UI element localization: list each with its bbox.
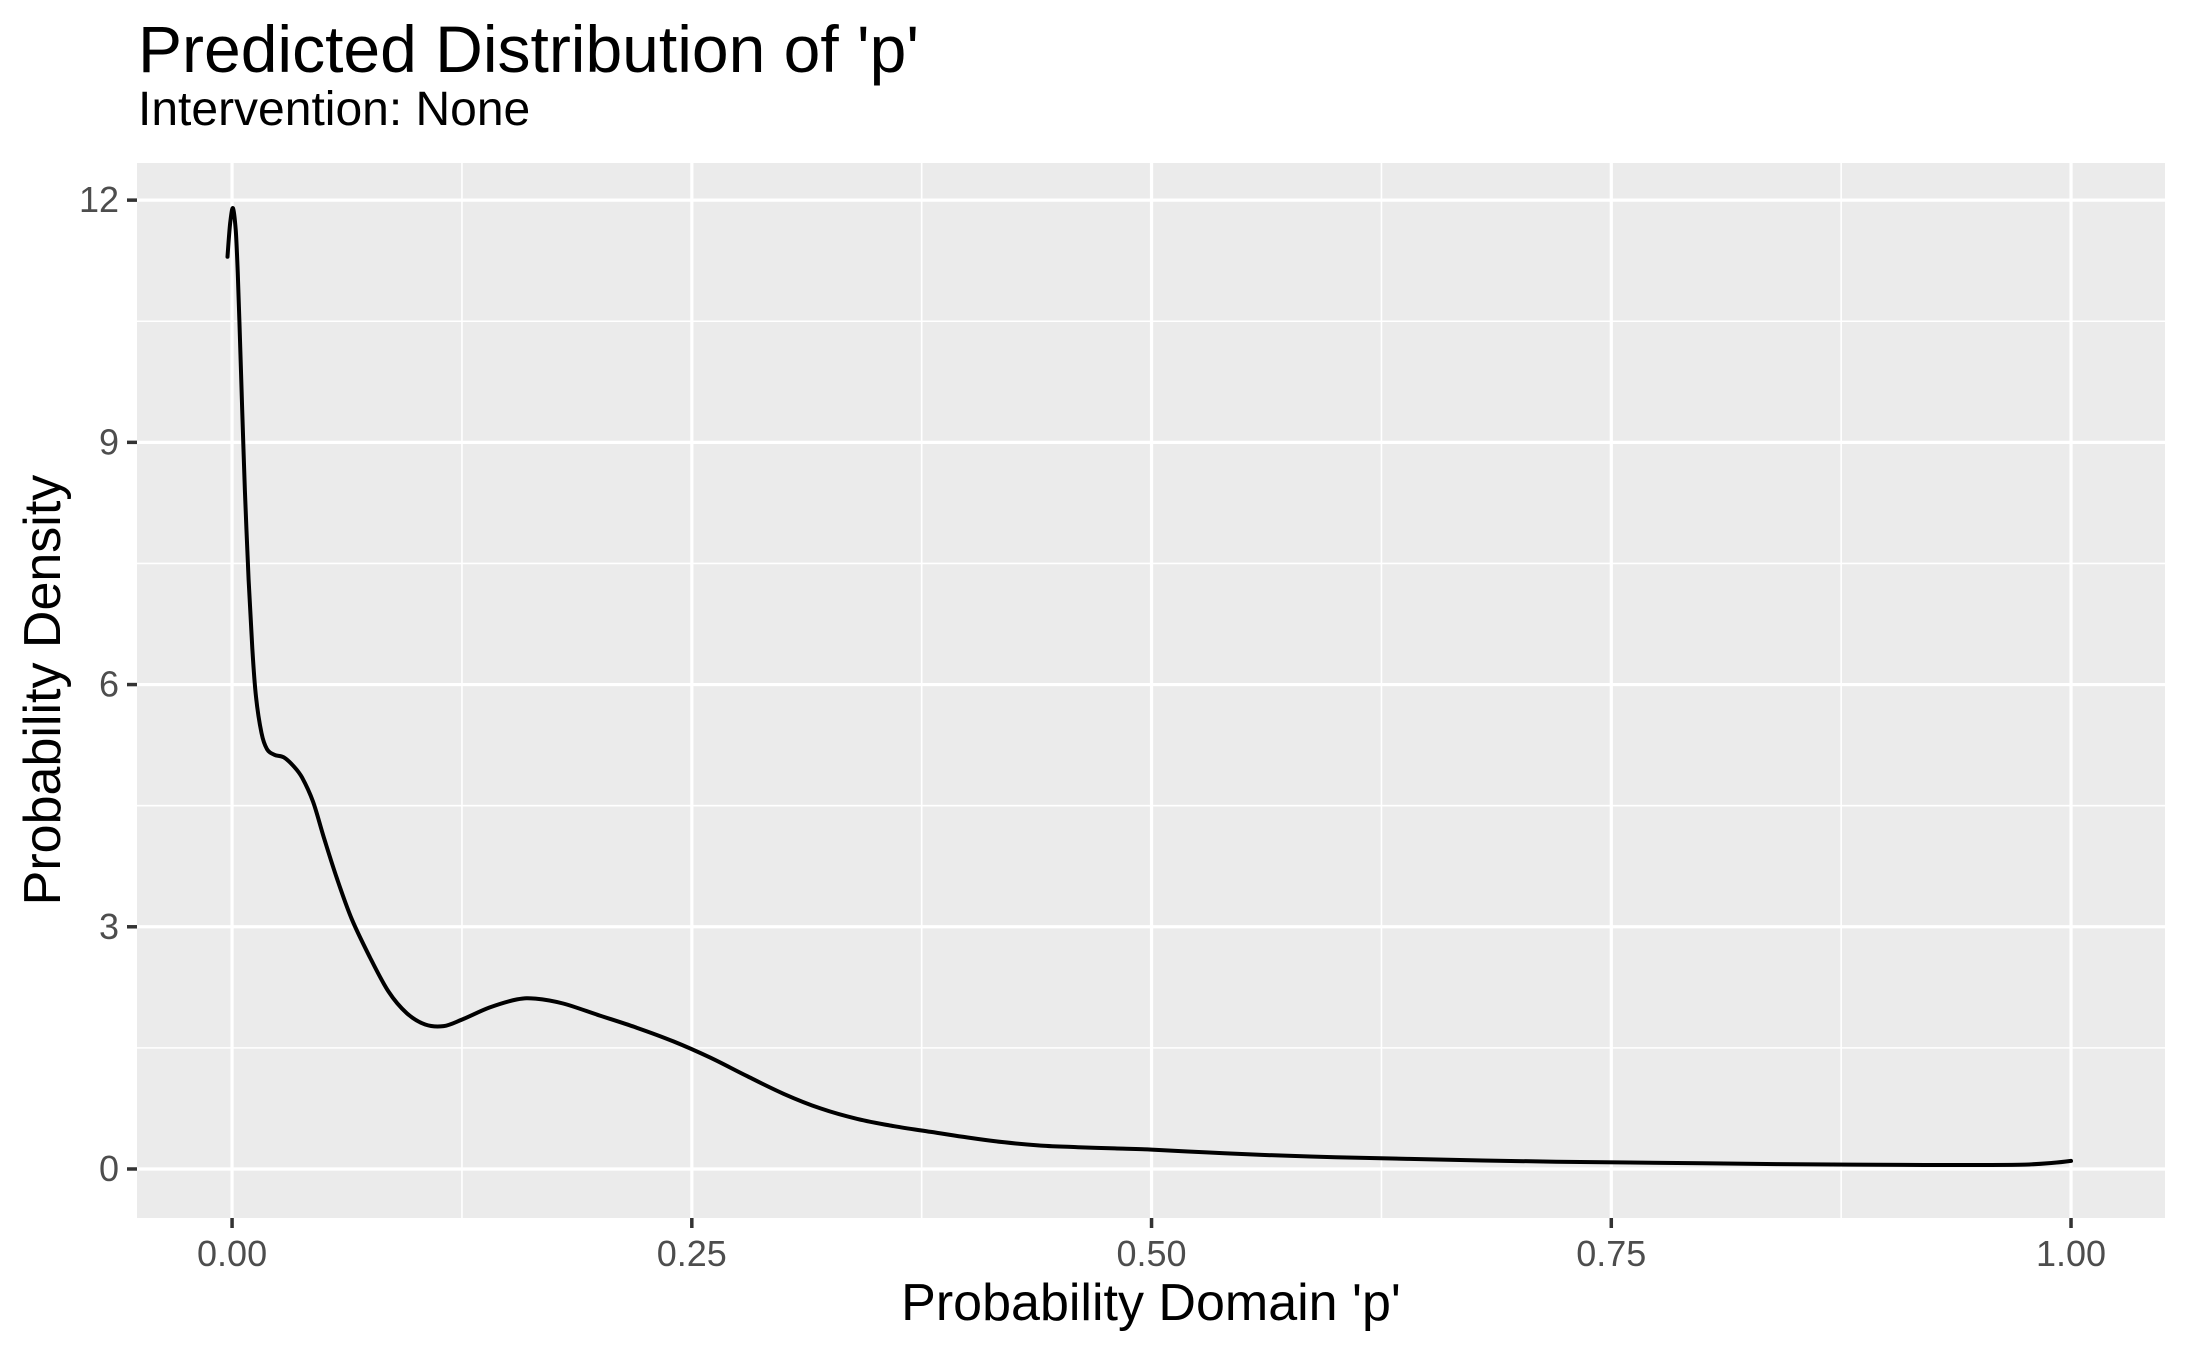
plot-title: Predicted Distribution of 'p' xyxy=(138,12,919,86)
density-curve xyxy=(225,206,2073,1167)
x-tick-label: 0.50 xyxy=(1117,1233,1187,1274)
y-axis-title: Probability Density xyxy=(14,474,72,906)
plot-subtitle: Intervention: None xyxy=(138,83,531,136)
x-tick-label: 0.25 xyxy=(657,1233,727,1274)
x-tick-label: 1.00 xyxy=(2036,1233,2106,1274)
y-tick-label: 12 xyxy=(79,179,119,220)
x-tick-label: 0.75 xyxy=(1576,1233,1646,1274)
y-tick-label: 9 xyxy=(99,421,119,462)
x-axis-title: Probability Domain 'p' xyxy=(901,1274,1401,1332)
y-tick-label: 0 xyxy=(99,1148,119,1189)
x-tick-label: 0.00 xyxy=(197,1233,267,1274)
y-tick-label: 3 xyxy=(99,906,119,947)
y-tick-label: 6 xyxy=(99,664,119,705)
